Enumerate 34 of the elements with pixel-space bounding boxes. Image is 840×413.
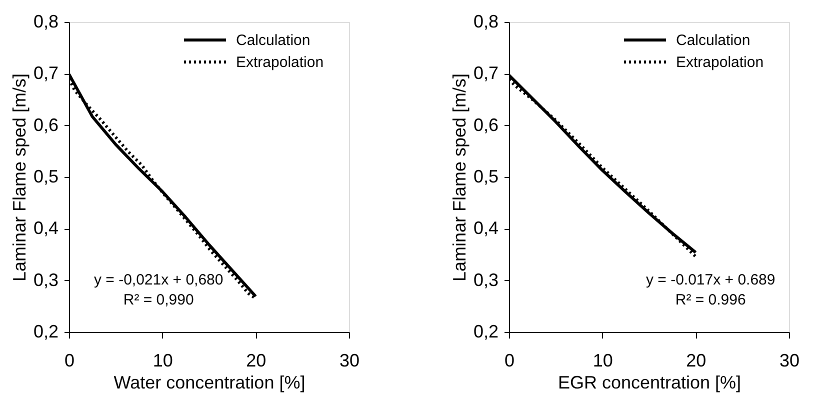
- y-tick-label: 0,2: [473, 322, 498, 342]
- x-axis-title: EGR concentration [%]: [558, 372, 742, 392]
- x-tick-label: 0: [64, 350, 75, 370]
- x-tick-label: 10: [152, 350, 173, 370]
- annotation: y = -0.017x + 0.689: [646, 271, 776, 288]
- legend-label: Extrapolation: [676, 54, 764, 71]
- x-axis-title: Water concentration [%]: [114, 372, 306, 392]
- x-tick-label: 20: [246, 350, 266, 370]
- y-tick-label: 0,4: [33, 218, 58, 238]
- y-tick-label: 0,2: [33, 322, 58, 342]
- y-tick-label: 0,7: [473, 63, 498, 84]
- y-axis-title: Laminar Flame sped [m/s]: [9, 73, 30, 282]
- x-tick-label: 30: [779, 350, 800, 370]
- legend-label: Calculation: [676, 32, 750, 49]
- annotation: R² = 0.996: [675, 291, 746, 308]
- annotation: y = -0,021x + 0,680: [94, 271, 224, 288]
- legend-label: Calculation: [236, 32, 310, 49]
- x-tick-label: 30: [339, 350, 360, 370]
- y-tick-label: 0,4: [473, 218, 498, 238]
- x-tick-label: 10: [592, 350, 613, 370]
- y-tick-label: 0,3: [473, 270, 498, 290]
- x-tick-label: 20: [686, 350, 706, 370]
- y-tick-label: 0,8: [473, 12, 498, 32]
- y-tick-label: 0,3: [33, 270, 58, 290]
- y-tick-label: 0,6: [473, 114, 498, 135]
- y-axis-title: Laminar Flame sped [m/s]: [449, 73, 470, 282]
- annotation: R² = 0,990: [123, 291, 194, 308]
- y-tick-label: 0,7: [33, 63, 58, 84]
- legend-label: Extrapolation: [236, 54, 324, 71]
- x-tick-label: 0: [504, 350, 515, 370]
- y-tick-label: 0,8: [33, 12, 58, 32]
- y-tick-label: 0,5: [473, 166, 498, 186]
- y-tick-label: 0,5: [33, 166, 58, 186]
- y-tick-label: 0,6: [33, 114, 58, 135]
